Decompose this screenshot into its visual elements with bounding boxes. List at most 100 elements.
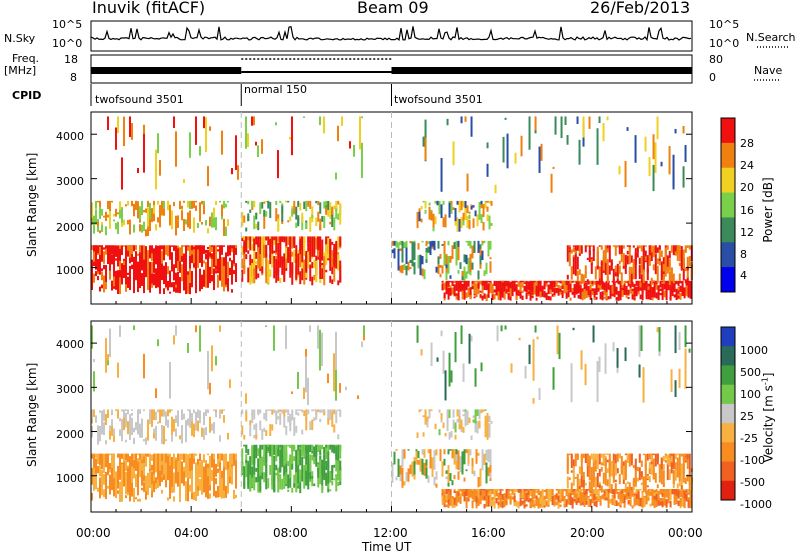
- power-cell-1037: [445, 280, 448, 290]
- power-cell-1235: [525, 286, 528, 292]
- velocity-cell-1638: [566, 476, 569, 489]
- power-cell-1368: [579, 288, 582, 300]
- velocity-cell-1151: [497, 492, 500, 501]
- power-cell-1189: [507, 293, 510, 300]
- velocity-cell-683: [151, 409, 153, 423]
- power-cell-1100: [471, 280, 474, 284]
- power-cell-1912: [648, 157, 651, 177]
- velocity-cell-465: [281, 478, 284, 490]
- velocity-cell-841: [337, 409, 340, 411]
- velocity-cell-1318: [563, 489, 566, 492]
- power-cell-896: [441, 265, 444, 274]
- velocity-cell-563: [319, 444, 322, 451]
- power-cell-1502: [631, 281, 634, 287]
- velocity-cell-696: [163, 425, 165, 445]
- power-cell-1748: [626, 245, 629, 247]
- velocity-cell-196: [169, 455, 171, 467]
- velocity-cell-103: [131, 482, 133, 497]
- velocity-cell-1039: [451, 501, 454, 506]
- power-cell-1953: [247, 133, 249, 147]
- velocity-cell-1952: [303, 387, 305, 400]
- power-cell-1956: [255, 141, 257, 146]
- velocity-cell-857: [407, 449, 410, 451]
- power-cell-553: [315, 236, 318, 238]
- power-cell-1022: [490, 222, 493, 226]
- velocity-cell-484: [287, 474, 290, 489]
- power-cell-1282: [543, 293, 546, 298]
- velocity-cell-264: [195, 462, 197, 485]
- power-cell-1131: [483, 293, 486, 296]
- velocity-cell-491: [291, 463, 294, 470]
- velocity-cell-373: [243, 466, 246, 489]
- power-cell-1841: [676, 245, 679, 256]
- power-cell-1832: [672, 245, 675, 256]
- velocity-cell-303: [211, 469, 213, 482]
- power-cell-1655: [568, 245, 571, 248]
- velocity-cell-1502: [637, 489, 640, 491]
- power-cell-629: [101, 224, 103, 232]
- velocity-cell-23: [99, 479, 101, 486]
- power-cell-276: [201, 275, 203, 290]
- power-cbar-tick-28: 28: [740, 137, 754, 150]
- velocity-cell-454: [275, 456, 278, 462]
- velocity-cell-701: [167, 419, 169, 428]
- velocity-cell-1706: [604, 453, 607, 456]
- power-cell-382: [247, 236, 250, 241]
- velocity-cell-1769: [640, 460, 643, 467]
- power-cell-1613: [677, 280, 680, 287]
- vel-cbar-tick-m100: -100: [740, 454, 765, 467]
- velocity-cell-1631: [689, 498, 692, 506]
- velocity-cell-567: [321, 444, 324, 450]
- power-cell-687: [159, 205, 161, 219]
- velocity-cell-402: [255, 444, 258, 451]
- power-cell-1326: [561, 280, 564, 286]
- velocity-cell-694: [161, 409, 163, 417]
- power-cell-873: [417, 255, 420, 269]
- velocity-cell-289: [205, 472, 207, 498]
- velocity-cell-1194: [513, 489, 516, 493]
- velocity-cell-1950: [291, 391, 293, 394]
- velocity-cell-1767: [638, 453, 641, 463]
- power-cell-512: [299, 236, 302, 239]
- power-cell-838: [335, 208, 338, 219]
- power-cell-1769: [638, 257, 641, 265]
- velocity-cell-888: [435, 471, 438, 480]
- velocity-cell-1389: [591, 489, 594, 493]
- power-cell-738: [213, 207, 215, 218]
- power-cell-613: [339, 260, 342, 283]
- power-cell-344: [227, 261, 229, 273]
- power-cell-1700: [598, 273, 601, 286]
- power-cell-849: [397, 242, 400, 256]
- power-cell-1756: [630, 266, 633, 274]
- power-cell-1722: [612, 279, 615, 285]
- power-cell-780: [277, 214, 280, 221]
- velocity-cell-1398: [595, 496, 598, 500]
- velocity-cell-309: [213, 459, 215, 481]
- power-cell-713: [187, 215, 189, 225]
- power-cell-632: [105, 211, 107, 222]
- velocity-cell-379: [245, 460, 248, 464]
- power-cell-978: [450, 203, 453, 214]
- velocity-cell-1751: [628, 453, 631, 457]
- power-cell-865: [409, 240, 412, 244]
- power-cell-1764: [634, 248, 637, 262]
- power-cell-923: [465, 271, 468, 279]
- date-title: 26/Feb/2013: [590, 0, 691, 17]
- velocity-cell-318: [217, 468, 219, 473]
- velocity-cell-929: [477, 477, 480, 488]
- velocity-cell-754: [227, 432, 229, 440]
- velocity-cell-1896: [584, 363, 587, 386]
- velocity-cell-737: [203, 428, 205, 440]
- velocity-cell-771: [259, 409, 262, 414]
- velocity-cell-1450: [617, 502, 620, 506]
- velocity-cell-774: [263, 427, 266, 432]
- velocity-cell-815: [305, 409, 308, 413]
- power-cell-369: [241, 236, 244, 239]
- velocity-cell-292: [207, 463, 209, 489]
- power-cell-194: [167, 266, 169, 275]
- power-cell-1216: [517, 290, 520, 296]
- power-cell-676: [147, 207, 149, 227]
- velocity-cell-872: [421, 458, 424, 475]
- velocity-cell-1683: [592, 453, 595, 462]
- velocity-cell-977: [458, 422, 461, 425]
